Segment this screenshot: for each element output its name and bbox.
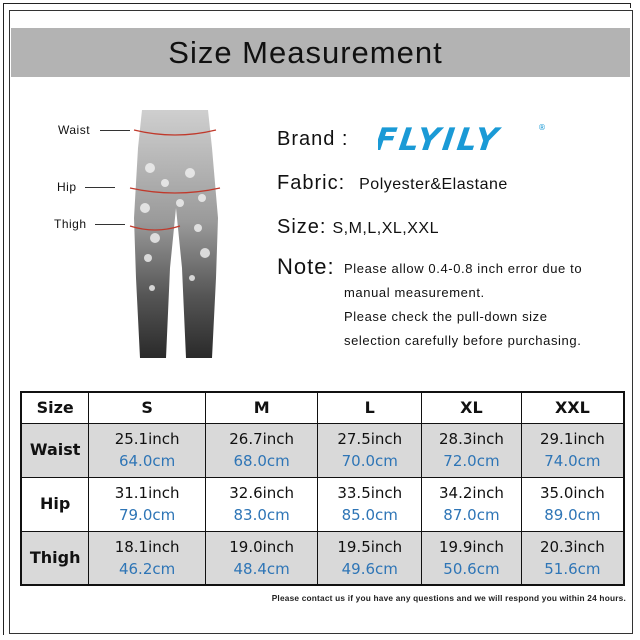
header-cell: S bbox=[88, 391, 206, 424]
cm-value: 87.0cm bbox=[443, 506, 500, 524]
table-cell: 27.5inch 70.0cm bbox=[317, 422, 423, 478]
brand-row: Brand : bbox=[277, 128, 348, 151]
size-label: Size: bbox=[277, 216, 327, 238]
svg-text:FLYILY: FLYILY bbox=[378, 122, 504, 156]
header-cell: L bbox=[317, 391, 423, 424]
table-cell: 29.1inch 74.0cm bbox=[520, 422, 625, 478]
fabric-label: Fabric: bbox=[277, 172, 346, 194]
row-label: Waist bbox=[20, 422, 90, 478]
row-label: Hip bbox=[20, 476, 90, 532]
brand-logo: FLYILY ® bbox=[378, 122, 546, 156]
thigh-label: Thigh bbox=[54, 217, 87, 231]
note-line: Please check the pull-down size bbox=[344, 309, 548, 324]
hip-label: Hip bbox=[57, 180, 77, 194]
cm-value: 79.0cm bbox=[118, 506, 176, 524]
table-cell: 20.3inch 51.6cm bbox=[520, 530, 625, 586]
table-cell: 28.3inch 72.0cm bbox=[421, 422, 522, 478]
note-line: manual measurement. bbox=[344, 285, 485, 300]
size-row: Size: S,M,L,XL,XXL bbox=[277, 216, 439, 239]
table-header-row: Size S M L XL XXL bbox=[20, 391, 625, 424]
inch-value: 35.0inch bbox=[539, 484, 605, 502]
cm-value: 89.0cm bbox=[544, 506, 601, 524]
cm-value: 64.0cm bbox=[118, 452, 176, 470]
cm-value: 50.6cm bbox=[443, 559, 500, 578]
inch-value: 19.0inch bbox=[229, 537, 295, 556]
inch-value: 25.1inch bbox=[114, 430, 180, 448]
inch-value: 34.2inch bbox=[439, 484, 504, 502]
note-label: Note: bbox=[277, 254, 335, 279]
table-cell: 19.0inch 48.4cm bbox=[204, 530, 319, 586]
table-cell: 19.5inch 49.6cm bbox=[317, 530, 423, 586]
inner-frame bbox=[9, 10, 633, 634]
waist-pointer bbox=[100, 130, 130, 131]
cm-value: 83.0cm bbox=[233, 506, 290, 524]
inch-value: 33.5inch bbox=[337, 484, 403, 502]
table-cell: 18.1inch 46.2cm bbox=[88, 530, 206, 586]
row-label: Thigh bbox=[20, 530, 90, 586]
inch-value: 32.6inch bbox=[229, 484, 295, 502]
note-line: selection carefully before purchasing. bbox=[344, 333, 582, 348]
cm-value: 74.0cm bbox=[544, 452, 601, 470]
fabric-row: Fabric: Polyester&Elastane bbox=[277, 172, 508, 195]
cm-value: 85.0cm bbox=[341, 506, 398, 524]
leggings-image bbox=[129, 110, 221, 358]
fabric-value: Polyester&Elastane bbox=[359, 176, 508, 193]
table-row: Thigh 18.1inch 46.2cm 19.0inch 48.4cm 19.5… bbox=[20, 530, 625, 586]
cm-value: 68.0cm bbox=[233, 452, 290, 470]
title-banner: Size Measurement bbox=[11, 28, 630, 77]
table-cell: 19.9inch 50.6cm bbox=[421, 530, 522, 586]
inch-value: 26.7inch bbox=[229, 430, 295, 448]
inch-value: 29.1inch bbox=[539, 430, 605, 448]
waist-label: Waist bbox=[58, 123, 91, 137]
thigh-pointer bbox=[95, 224, 125, 225]
table-cell: 34.2inch 87.0cm bbox=[421, 476, 522, 532]
inch-value: 20.3inch bbox=[539, 537, 605, 556]
outer-frame-top bbox=[3, 3, 631, 8]
table-cell: 31.1inch 79.0cm bbox=[88, 476, 206, 532]
cm-value: 72.0cm bbox=[443, 452, 500, 470]
table-row: Hip 31.1inch 79.0cm 32.6inch 83.0cm 33.5in… bbox=[20, 476, 625, 532]
inch-value: 28.3inch bbox=[439, 430, 504, 448]
header-cell: XXL bbox=[520, 391, 625, 424]
header-cell: XL bbox=[421, 391, 522, 424]
table-row: Waist 25.1inch 64.0cm 26.7inch 68.0cm 27.5… bbox=[20, 422, 625, 478]
hip-pointer bbox=[85, 187, 115, 188]
inch-value: 19.9inch bbox=[439, 537, 504, 556]
cm-value: 70.0cm bbox=[341, 452, 398, 470]
cm-value: 51.6cm bbox=[544, 559, 601, 578]
cm-value: 46.2cm bbox=[118, 559, 176, 578]
brand-label: Brand : bbox=[277, 128, 349, 150]
table-cell: 25.1inch 64.0cm bbox=[88, 422, 206, 478]
table-cell: 32.6inch 83.0cm bbox=[204, 476, 319, 532]
table-cell: 33.5inch 85.0cm bbox=[317, 476, 423, 532]
inch-value: 18.1inch bbox=[114, 537, 180, 556]
header-cell: Size bbox=[20, 391, 90, 424]
footnote: Please contact us if you have any questi… bbox=[271, 593, 626, 603]
table-cell: 26.7inch 68.0cm bbox=[204, 422, 319, 478]
cm-value: 49.6cm bbox=[341, 559, 398, 578]
page-title: Size Measurement bbox=[168, 34, 443, 70]
header-cell: M bbox=[204, 391, 319, 424]
note-line: Please allow 0.4-0.8 inch error due to bbox=[344, 261, 583, 276]
inch-value: 19.5inch bbox=[337, 537, 403, 556]
inch-value: 27.5inch bbox=[337, 430, 403, 448]
svg-text:®: ® bbox=[538, 123, 546, 132]
size-table: Size S M L XL XXL Waist 25.1inch 64.0cm 2… bbox=[20, 391, 625, 586]
size-value: S,M,L,XL,XXL bbox=[332, 220, 439, 237]
cm-value: 48.4cm bbox=[233, 559, 290, 578]
inch-value: 31.1inch bbox=[114, 484, 180, 502]
table-cell: 35.0inch 89.0cm bbox=[520, 476, 625, 532]
